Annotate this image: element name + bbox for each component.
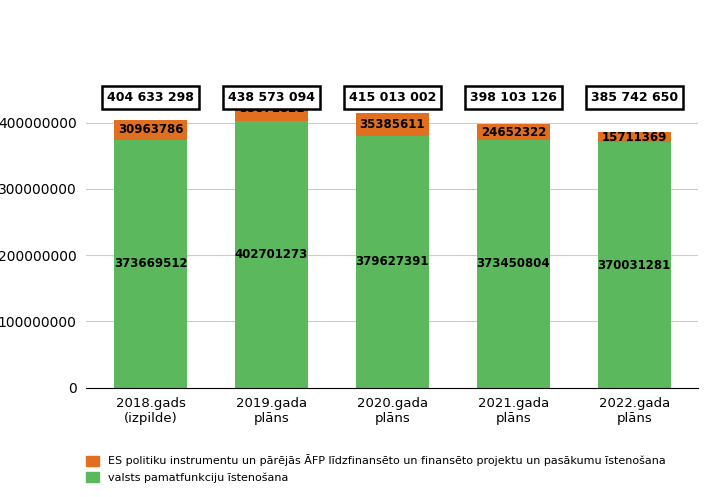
- Text: 385 742 650: 385 742 650: [590, 91, 678, 104]
- Text: 373669512: 373669512: [114, 257, 187, 270]
- Text: 30963786: 30963786: [118, 123, 184, 136]
- Legend: ES politiku instrumentu un pārējās ĀFP līdzfinansēto un finansēto projektu un pa: ES politiku instrumentu un pārējās ĀFP l…: [86, 454, 666, 483]
- Bar: [114, 140, 186, 388]
- Text: 24652322: 24652322: [481, 126, 546, 139]
- Text: 35385611: 35385611: [360, 118, 425, 131]
- Bar: [598, 143, 670, 388]
- Bar: [356, 136, 428, 388]
- Bar: [598, 132, 670, 143]
- Text: 398 103 126: 398 103 126: [470, 91, 557, 104]
- Text: 370031281: 370031281: [598, 258, 671, 271]
- Text: 15711369: 15711369: [602, 131, 667, 144]
- Bar: [356, 113, 428, 136]
- Text: 415 013 002: 415 013 002: [348, 91, 436, 104]
- Text: 404 633 298: 404 633 298: [107, 91, 194, 104]
- Text: 379627391: 379627391: [356, 255, 429, 268]
- Bar: [477, 124, 549, 140]
- Text: 35871821: 35871821: [239, 102, 304, 115]
- Bar: [114, 119, 186, 140]
- Bar: [235, 97, 307, 121]
- Text: 402701273: 402701273: [235, 248, 308, 261]
- Text: 373450804: 373450804: [477, 257, 550, 270]
- Bar: [235, 121, 307, 388]
- Bar: [477, 140, 549, 388]
- Text: 438 573 094: 438 573 094: [228, 91, 315, 104]
